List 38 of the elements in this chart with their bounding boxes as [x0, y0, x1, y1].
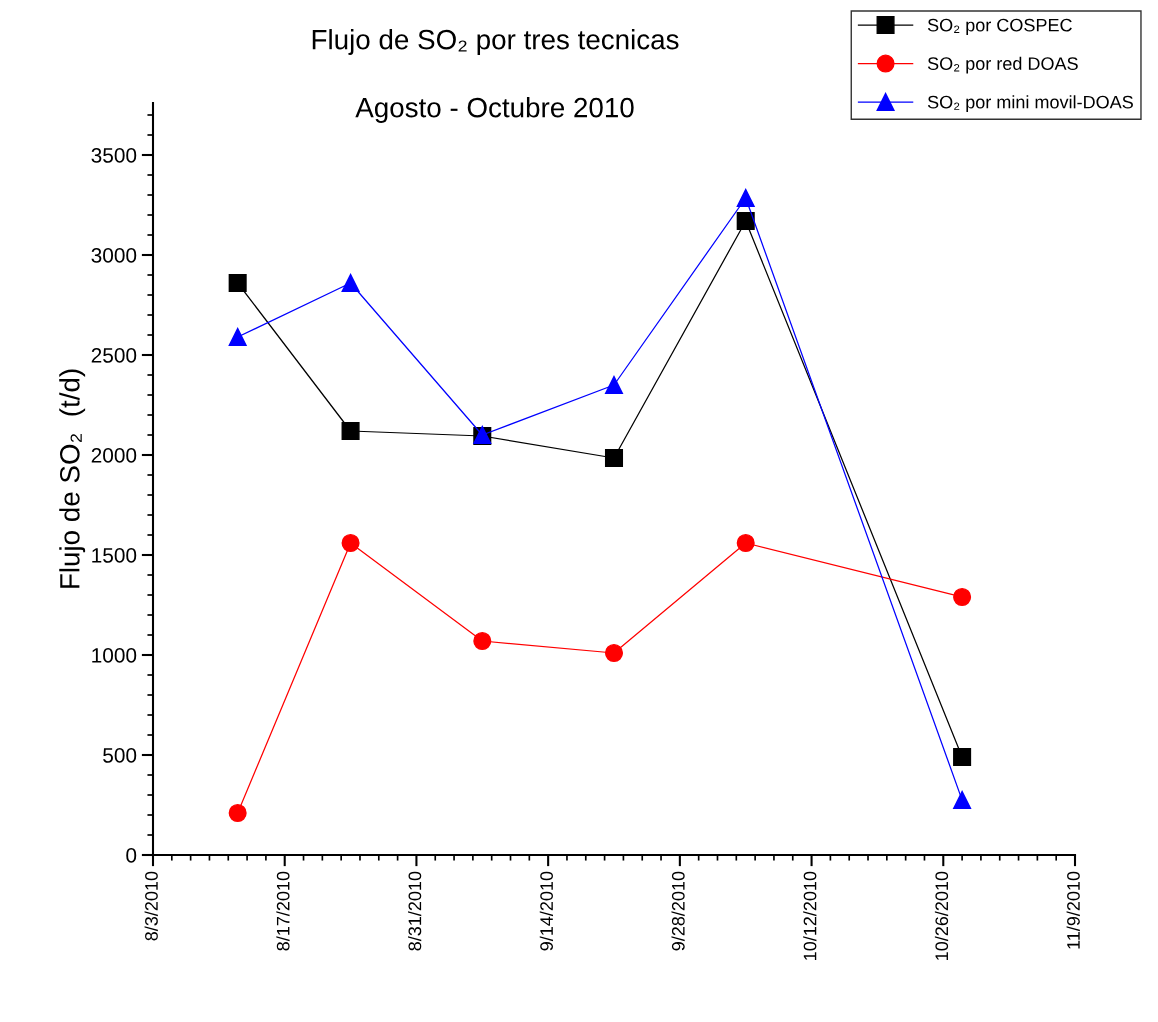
- point: [604, 375, 624, 395]
- point: [604, 643, 624, 663]
- point: [736, 188, 755, 208]
- point: [228, 327, 247, 347]
- chart-subtitle: Agosto - Octubre 2010: [355, 97, 634, 123]
- y-tick-label: 3000: [91, 248, 137, 263]
- point: [341, 421, 360, 441]
- point: [736, 211, 755, 231]
- point: [228, 273, 247, 293]
- x-tick-label: 11/9/2010: [1066, 871, 1080, 949]
- y-tick-label: 2000: [91, 448, 137, 463]
- x-tick-label: 10/26/2010: [934, 871, 949, 960]
- point: [736, 533, 755, 553]
- point: [228, 803, 247, 823]
- x-tick-label: 8/31/2010: [408, 871, 422, 951]
- point: [604, 448, 624, 468]
- y-tick-label: 0: [126, 848, 137, 863]
- x-tick-label: 10/12/2010: [803, 871, 817, 960]
- legend-label: SO₂ por red DOAS: [927, 56, 1078, 74]
- point: [341, 273, 360, 293]
- x-tick-label: 8/3/2010: [144, 871, 158, 941]
- point: [953, 747, 972, 767]
- y-tick-label: 500: [103, 748, 137, 763]
- point: [341, 533, 360, 553]
- chart-title: Flujo de SO₂ por tres tecnicas: [312, 29, 679, 55]
- legend-label: SO₂ por COSPEC: [927, 18, 1072, 36]
- point: [953, 790, 972, 810]
- x-tick-label: 8/17/2010: [276, 871, 290, 951]
- point: [953, 587, 972, 607]
- legend-label: SO₂ por mini movil-DOAS: [927, 95, 1133, 113]
- y-tick-label: 3500: [91, 148, 137, 163]
- y-tick-label: 1000: [92, 648, 137, 663]
- x-tick-label: 9/28/2010: [671, 871, 685, 951]
- y-tick-label: 2500: [91, 348, 137, 363]
- y-tick-label: 1500: [92, 548, 137, 563]
- x-tick-label: 9/14/2010: [539, 871, 553, 951]
- point: [473, 631, 492, 651]
- y-axis-title: Flujo de SO₂ (t/d): [59, 369, 86, 588]
